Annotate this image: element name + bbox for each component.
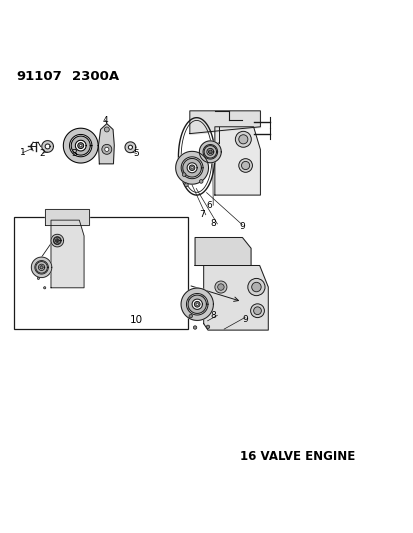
Polygon shape xyxy=(45,209,88,225)
Circle shape xyxy=(102,144,112,155)
Circle shape xyxy=(238,159,252,172)
Text: 1: 1 xyxy=(20,148,26,157)
Text: 2300A: 2300A xyxy=(72,70,119,83)
Polygon shape xyxy=(31,257,52,278)
Text: 7: 7 xyxy=(198,210,204,219)
Circle shape xyxy=(250,304,264,318)
Polygon shape xyxy=(63,128,98,163)
Circle shape xyxy=(209,151,211,152)
Circle shape xyxy=(182,173,185,176)
Circle shape xyxy=(235,131,251,147)
Circle shape xyxy=(241,161,249,169)
Circle shape xyxy=(214,281,226,293)
Circle shape xyxy=(251,282,261,292)
Circle shape xyxy=(206,325,209,328)
Circle shape xyxy=(253,307,261,314)
Text: 91107: 91107 xyxy=(17,70,62,83)
Text: 6: 6 xyxy=(206,201,211,209)
Text: 8: 8 xyxy=(210,220,216,228)
Circle shape xyxy=(79,144,82,147)
Circle shape xyxy=(40,265,43,269)
Text: 3: 3 xyxy=(71,149,76,158)
Circle shape xyxy=(189,314,192,318)
Text: 8: 8 xyxy=(210,311,216,320)
Polygon shape xyxy=(42,141,53,152)
Polygon shape xyxy=(188,295,206,313)
Circle shape xyxy=(189,165,195,171)
Text: 6: 6 xyxy=(206,299,211,308)
Text: 9: 9 xyxy=(239,222,244,231)
Text: 5: 5 xyxy=(133,149,139,158)
Text: 10: 10 xyxy=(130,316,143,325)
Circle shape xyxy=(37,277,39,279)
Polygon shape xyxy=(180,288,213,320)
Polygon shape xyxy=(204,146,216,158)
Polygon shape xyxy=(98,124,114,164)
Circle shape xyxy=(208,150,212,154)
Text: 9: 9 xyxy=(242,315,247,324)
Circle shape xyxy=(247,278,264,296)
Polygon shape xyxy=(51,235,64,247)
Circle shape xyxy=(56,239,58,241)
Polygon shape xyxy=(189,111,260,134)
Polygon shape xyxy=(125,142,135,152)
Circle shape xyxy=(194,302,199,307)
Circle shape xyxy=(104,127,109,132)
Text: 2: 2 xyxy=(40,149,45,158)
Circle shape xyxy=(196,303,198,305)
Polygon shape xyxy=(71,136,90,155)
Text: 4: 4 xyxy=(102,116,108,125)
Circle shape xyxy=(184,183,188,187)
Circle shape xyxy=(217,284,223,290)
Polygon shape xyxy=(214,127,260,195)
Bar xyxy=(14,217,188,329)
Circle shape xyxy=(78,143,83,149)
Polygon shape xyxy=(203,265,268,330)
Polygon shape xyxy=(183,158,201,177)
Circle shape xyxy=(104,147,109,151)
Polygon shape xyxy=(175,151,208,184)
Circle shape xyxy=(41,266,42,268)
Polygon shape xyxy=(51,220,84,288)
Circle shape xyxy=(43,287,46,289)
Text: 16 VALVE ENGINE: 16 VALVE ENGINE xyxy=(240,450,355,463)
Polygon shape xyxy=(195,238,250,265)
Polygon shape xyxy=(36,262,47,273)
Circle shape xyxy=(199,180,202,183)
Circle shape xyxy=(238,135,247,144)
Polygon shape xyxy=(199,141,221,163)
Circle shape xyxy=(193,326,196,329)
Circle shape xyxy=(190,167,193,169)
Text: 7: 7 xyxy=(198,289,204,298)
Polygon shape xyxy=(54,237,60,244)
